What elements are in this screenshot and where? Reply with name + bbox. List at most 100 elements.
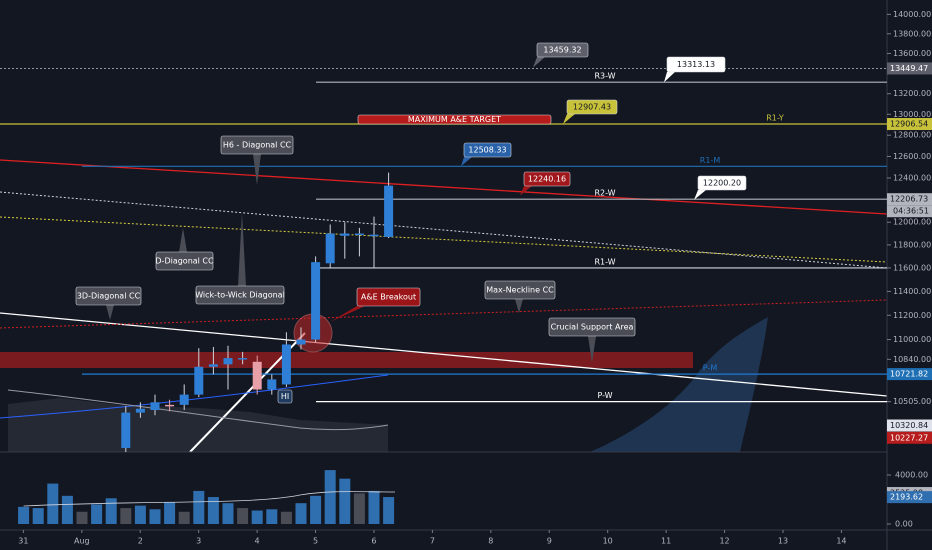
x-tick-label: 4 (255, 537, 260, 546)
annotation-text: 3D-Diagonal CC (77, 292, 141, 301)
cloud-right (590, 317, 768, 452)
price-callout-pointer (563, 114, 575, 124)
volume-bar (149, 509, 161, 524)
level-label: R2-W (594, 189, 615, 198)
level-label: R3-W (594, 72, 615, 81)
volume-bar (120, 508, 132, 524)
trendline (0, 312, 888, 397)
price-callout-pointer (664, 72, 675, 83)
volume-bar (324, 470, 336, 524)
candle-body (208, 364, 218, 367)
candle-body (296, 339, 306, 345)
candle-body (194, 366, 204, 395)
y-tick-label: 11000.00 (893, 335, 931, 344)
price-callout-box (566, 99, 618, 115)
cloud-left (8, 398, 388, 452)
price-badge-label: 10320.84 (890, 421, 928, 430)
candle-body (121, 412, 131, 449)
volume-bar (251, 510, 263, 524)
annotation-pointer (588, 336, 596, 363)
annotation-box (220, 135, 294, 155)
y-tick-label: 11400.00 (893, 287, 931, 296)
candle-body (354, 233, 364, 236)
price-badge (887, 62, 932, 75)
price-callout-box (536, 42, 589, 58)
x-tick-label: 31 (18, 537, 28, 546)
volume-bar (134, 505, 146, 524)
price-badge (887, 368, 932, 381)
volume-bar (266, 509, 278, 524)
annotation-text: D-Diagonal CC (155, 257, 214, 266)
y-tick-label: 12400.00 (893, 174, 931, 183)
annotation-box (484, 280, 556, 300)
trendline (0, 216, 888, 263)
annotation-pointer (238, 213, 246, 286)
annotation-box (356, 287, 421, 307)
price-callout-pointer (461, 157, 472, 167)
y-tick-label: 12000.00 (893, 218, 931, 227)
x-tick-label: 10 (603, 537, 613, 546)
volume-bar (178, 511, 190, 524)
trendline (0, 191, 888, 269)
volume-ma (23, 491, 396, 507)
candle-body (135, 408, 145, 413)
x-tick-label: 11 (661, 537, 671, 546)
price-callout-text: 13313.13 (677, 60, 715, 69)
volume-bar (237, 508, 249, 524)
volume-bar (32, 508, 44, 524)
price-callout-text: 12200.20 (703, 179, 741, 188)
price-badge-label: 10227.27 (890, 433, 928, 442)
candle-body (281, 344, 291, 385)
y-tick-label: 14000.00 (893, 10, 931, 19)
volume-bar (310, 495, 322, 524)
level-label: P-W (597, 391, 612, 400)
volume-bar (339, 478, 351, 524)
annotation-box (195, 285, 285, 305)
price-callout-pointer (520, 186, 532, 196)
volume-tick-label: 0.00 (895, 520, 913, 529)
annotation-pointer (515, 299, 523, 313)
annotation-box (155, 251, 214, 271)
volume-bar (76, 511, 88, 524)
x-tick-label: 8 (488, 537, 493, 546)
x-tick-label: 5 (313, 537, 318, 546)
x-tick-label: 9 (547, 537, 552, 546)
level-label: R1-W (594, 257, 615, 266)
level-label: R1-M (700, 156, 721, 165)
annotation-box (357, 114, 552, 125)
annotation-text: Crucial Support Area (551, 323, 634, 332)
y-tick-label: 13200.00 (893, 89, 931, 98)
price-callout-box (666, 56, 726, 73)
candle-body (325, 233, 335, 264)
candle-body (150, 402, 160, 411)
annotation-box (548, 317, 636, 337)
annotation-text: Max-Neckline CC (486, 286, 554, 295)
price-callout-text: 12907.43 (573, 103, 611, 112)
candle-body (267, 379, 277, 390)
x-tick-label: Aug (74, 537, 90, 546)
price-badge (887, 431, 932, 444)
volume-bar (91, 504, 103, 524)
countdown-bg (887, 205, 932, 218)
price-badge (887, 118, 932, 131)
price-callout-text: 12508.33 (468, 146, 506, 155)
price-badge-label: 12206.73 (890, 195, 928, 204)
y-tick-label: 13800.00 (893, 29, 931, 38)
y-tick-label: 12800.00 (893, 131, 931, 140)
support-zone (0, 352, 693, 368)
x-tick-label: 3 (196, 537, 201, 546)
x-tick-label: 12 (719, 537, 729, 546)
annotation-text: Wick-to-Wick Diagonal (195, 291, 285, 300)
volume-tick-label: 4000.00 (895, 471, 928, 480)
trendline (0, 159, 888, 215)
annotation-box (75, 286, 142, 306)
volume-bar (222, 503, 234, 524)
annotation-box (277, 389, 293, 404)
price-badge-label: 10721.82 (890, 370, 928, 379)
x-tick-label: 6 (371, 537, 376, 546)
y-tick-label: 10505.00 (893, 397, 931, 406)
price-badge (887, 419, 932, 432)
price-callout-text: 13459.32 (543, 46, 581, 55)
x-tick-label: 13 (778, 537, 788, 546)
